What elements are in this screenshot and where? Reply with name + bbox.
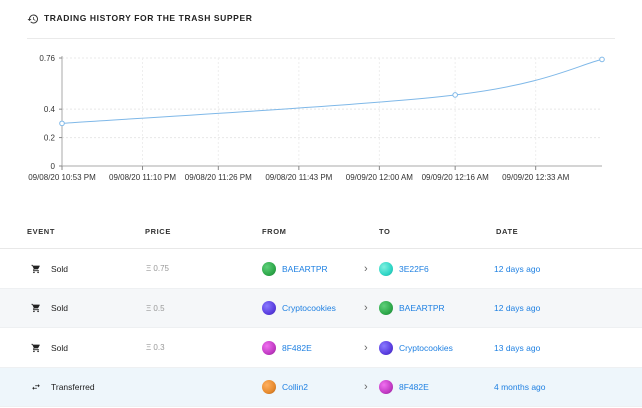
avatar[interactable] xyxy=(379,301,393,315)
price-series-points xyxy=(59,56,605,127)
column-header-price: PRICE xyxy=(145,227,171,236)
cart-icon xyxy=(31,264,40,273)
to-user-link[interactable]: BAEARTPR xyxy=(399,303,445,313)
history-icon xyxy=(27,14,38,24)
x-tick-label: 09/09/20 12:33 AM xyxy=(502,173,570,182)
price-history-chart: 0 0.2 0.4 0.76 09/08/20 10:53 PM 09/08/20 11… xyxy=(28,54,605,182)
table-header-row: EVENT PRICE FROM TO DATE xyxy=(0,212,642,249)
to-user[interactable]: Cryptocookies xyxy=(379,328,453,367)
price-value: Ξ 0.5 xyxy=(146,303,165,313)
to-user-link[interactable]: 3E22F6 xyxy=(399,263,429,274)
column-header-from: FROM xyxy=(262,227,287,236)
avatar[interactable] xyxy=(379,340,393,355)
page-title: TRADING HISTORY FOR THE TRASH SUPPER xyxy=(44,13,253,23)
x-tick-label: 09/08/20 11:43 PM xyxy=(265,173,332,182)
chart-axes xyxy=(61,56,602,167)
avatar[interactable] xyxy=(379,380,393,394)
chart-y-ticks: 0 0.2 0.4 0.76 xyxy=(39,54,62,171)
x-tick-label: 09/08/20 11:10 PM xyxy=(109,173,176,182)
chart-x-ticks: 09/08/20 10:53 PM 09/08/20 11:10 PM 09/08/… xyxy=(28,166,570,182)
data-point[interactable] xyxy=(452,92,458,98)
event-cell: Sold xyxy=(31,289,68,328)
data-point[interactable] xyxy=(59,120,65,127)
event-cell: Sold xyxy=(31,249,68,288)
to-user[interactable]: 3E22F6 xyxy=(379,249,429,288)
event-label: Sold xyxy=(51,263,69,274)
from-user[interactable]: BAEARTPR xyxy=(262,249,328,288)
table-row: Sold Ξ 0.3 8F482E › Cryptocookies 13 day… xyxy=(0,328,642,368)
from-user-link[interactable]: Collin2 xyxy=(282,382,308,392)
avatar[interactable] xyxy=(262,261,276,276)
trading-history-table: EVENT PRICE FROM TO DATE Sold Ξ 0.75 BAE… xyxy=(0,212,642,407)
date-link[interactable]: 13 days ago xyxy=(494,342,541,353)
avatar[interactable] xyxy=(262,340,276,355)
price-series-line xyxy=(61,58,603,124)
x-tick-label: 09/08/20 11:26 PM xyxy=(185,173,252,182)
chevron-right-icon: › xyxy=(364,302,368,314)
table-row: Sold Ξ 0.75 BAEARTPR › 3E22F6 12 days ag… xyxy=(0,249,642,289)
to-user[interactable]: 8F482E xyxy=(379,368,429,407)
cart-icon xyxy=(31,343,40,352)
price-value: Ξ 0.3 xyxy=(146,343,165,352)
avatar[interactable] xyxy=(379,261,393,276)
event-label: Transferred xyxy=(51,382,95,392)
from-user-link[interactable]: Cryptocookies xyxy=(282,303,336,313)
column-header-date: DATE xyxy=(496,227,519,236)
chevron-right-icon: › xyxy=(364,381,368,393)
event-cell: Transferred xyxy=(31,368,95,407)
table-row: Sold Ξ 0.5 Cryptocookies › BAEARTPR 12 d… xyxy=(0,288,642,328)
y-tick-label: 0 xyxy=(51,162,56,171)
x-tick-label: 09/09/20 12:16 AM xyxy=(422,173,490,182)
trading-history-header: TRADING HISTORY FOR THE TRASH SUPPER xyxy=(27,11,615,39)
event-label: Sold xyxy=(51,303,69,313)
avatar[interactable] xyxy=(262,380,276,394)
table-row: Transferred Collin2 › 8F482E 4 months ag… xyxy=(0,367,642,407)
from-user[interactable]: 8F482E xyxy=(262,328,312,367)
to-user-link[interactable]: Cryptocookies xyxy=(399,342,453,353)
date-link[interactable]: 12 days ago xyxy=(494,263,541,274)
y-tick-label: 0.76 xyxy=(39,54,55,63)
y-tick-label: 0.4 xyxy=(44,105,56,114)
avatar[interactable] xyxy=(262,301,276,315)
from-user[interactable]: Collin2 xyxy=(262,368,308,407)
from-user-link[interactable]: 8F482E xyxy=(282,342,312,353)
date-link[interactable]: 4 months ago xyxy=(494,382,546,392)
column-header-event: EVENT xyxy=(27,227,56,236)
event-cell: Sold xyxy=(31,328,68,367)
chevron-right-icon: › xyxy=(364,262,368,275)
event-label: Sold xyxy=(51,342,69,353)
price-value: Ξ 0.75 xyxy=(146,264,169,273)
x-tick-label: 09/09/20 12:00 AM xyxy=(346,173,414,182)
to-user[interactable]: BAEARTPR xyxy=(379,289,445,328)
data-point[interactable] xyxy=(599,56,605,63)
to-user-link[interactable]: 8F482E xyxy=(399,382,429,392)
transfer-icon xyxy=(32,384,40,390)
chart-grid xyxy=(61,57,602,166)
from-user[interactable]: Cryptocookies xyxy=(262,289,336,328)
chevron-right-icon: › xyxy=(364,341,368,354)
x-tick-label: 09/08/20 10:53 PM xyxy=(28,173,96,182)
from-user-link[interactable]: BAEARTPR xyxy=(282,263,328,274)
cart-icon xyxy=(31,303,40,313)
y-tick-label: 0.2 xyxy=(44,134,56,143)
date-link[interactable]: 12 days ago xyxy=(494,303,541,313)
column-header-to: TO xyxy=(379,227,391,236)
